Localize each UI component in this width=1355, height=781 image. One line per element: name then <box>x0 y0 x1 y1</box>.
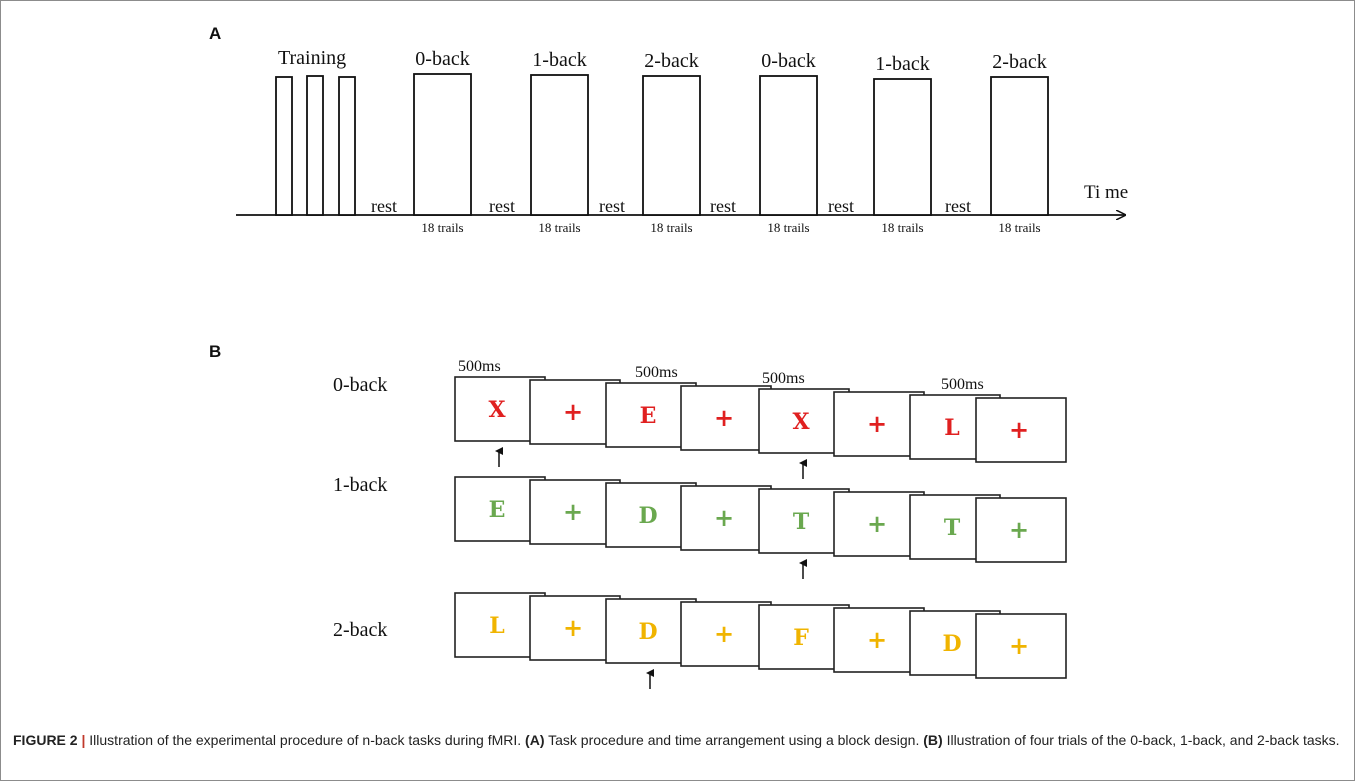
stimulus-glyph: + <box>867 625 887 654</box>
rest-label: rest <box>489 196 515 216</box>
timeline-panel: Ti me Training 0-back 18 trails rest 1-back… <box>236 47 1128 235</box>
trials-count-label: 18 trails <box>421 220 463 235</box>
task-block <box>642 75 701 216</box>
trials-count-label: 18 trails <box>650 220 692 235</box>
stimulus-card <box>975 397 1067 463</box>
rest-label: rest <box>710 196 736 216</box>
stimulus-card <box>975 497 1067 563</box>
figure-number: FIGURE 2 <box>13 732 78 748</box>
time-label: Ti me <box>1084 182 1128 203</box>
task-block <box>759 75 818 216</box>
task-block <box>530 74 589 216</box>
trials-count-label: 18 trails <box>881 220 923 235</box>
stimulus-card <box>529 479 621 545</box>
task-block-label: 1-back <box>875 53 929 75</box>
trial-row: 2-back L + D + F + D + <box>333 592 1067 689</box>
stimulus-glyph: X <box>792 409 810 435</box>
stimulus-glyph: + <box>1009 415 1029 444</box>
duration-label: 500ms <box>458 358 501 375</box>
training-label: Training <box>278 47 346 69</box>
trials-count-label: 18 trails <box>538 220 580 235</box>
stimulus-glyph: L <box>489 613 504 639</box>
stimulus-glyph: + <box>563 497 583 526</box>
duration-label: 500ms <box>762 370 805 387</box>
task-block-label: 2-back <box>992 51 1046 73</box>
stimulus-glyph: + <box>714 503 734 532</box>
stimulus-glyph: X <box>488 397 506 423</box>
trials-count-label: 18 trails <box>998 220 1040 235</box>
stimulus-card <box>529 379 621 445</box>
trial-row: 0-back X + E + X + L + <box>333 374 1067 479</box>
stimulus-glyph: E <box>640 403 657 429</box>
stimulus-glyph: + <box>714 403 734 432</box>
task-block <box>413 73 472 216</box>
task-block-label: 2-back <box>644 50 698 72</box>
stimulus-card <box>680 485 772 551</box>
trial-row: 1-back E + D + T + T + <box>333 474 1067 579</box>
task-block <box>990 76 1049 216</box>
training-block <box>275 76 293 216</box>
task-block-label: 0-back <box>761 50 815 72</box>
stimulus-glyph: + <box>867 509 887 538</box>
stimulus-glyph: T <box>793 509 810 535</box>
duration-label: 500ms <box>635 364 678 381</box>
task-block <box>873 78 932 216</box>
stimulus-glyph: D <box>638 619 657 645</box>
stimulus-glyph: D <box>942 631 961 657</box>
rest-label: rest <box>828 196 854 216</box>
training-blocks: Training <box>275 47 356 216</box>
stimulus-card <box>529 595 621 661</box>
n-back-diagram: Ti me Training 0-back 18 trails rest 1-back… <box>236 47 1128 689</box>
task-blocks: 0-back 18 trails rest 1-back 18 trails rest 2-… <box>371 48 1049 235</box>
stimulus-glyph: + <box>563 397 583 426</box>
trial-row-label: 2-back <box>333 619 387 641</box>
stimulus-glyph: E <box>489 497 506 523</box>
duration-label: 500ms <box>941 376 984 393</box>
stimulus-card <box>833 607 925 673</box>
stimulus-glyph: + <box>714 619 734 648</box>
trial-sequences: 0-back X + E + X + L +1-back E + D + T + T +2-back L + D + F +… <box>333 358 1067 689</box>
caption-tag-b: (B) <box>923 732 943 748</box>
training-block <box>306 75 324 216</box>
rest-label: rest <box>599 196 625 216</box>
stimulus-glyph: T <box>944 515 961 541</box>
stimulus-card <box>975 613 1067 679</box>
panel-b-label: B <box>209 342 222 361</box>
stimulus-glyph: F <box>793 625 809 651</box>
stimulus-glyph: L <box>944 415 959 441</box>
stimulus-glyph: + <box>1009 631 1029 660</box>
trial-row-label: 1-back <box>333 474 387 496</box>
rest-label: rest <box>371 196 397 216</box>
training-block <box>338 76 356 216</box>
figure-caption: FIGURE 2 | Illustration of the experimen… <box>13 729 1343 751</box>
caption-intro: Illustration of the experimental procedu… <box>89 732 522 748</box>
stimulus-glyph: + <box>563 613 583 642</box>
stimulus-glyph: + <box>867 409 887 438</box>
rest-label: rest <box>945 196 971 216</box>
task-block-label: 1-back <box>532 49 586 71</box>
stimulus-glyph: + <box>1009 515 1029 544</box>
caption-tag-a: (A) <box>525 732 545 748</box>
trials-count-label: 18 trails <box>767 220 809 235</box>
stimulus-card <box>833 491 925 557</box>
caption-text-b: Illustration of four trials of the 0-bac… <box>946 732 1340 748</box>
task-block-label: 0-back <box>415 48 469 70</box>
caption-text-a: Task procedure and time arrangement usin… <box>548 732 920 748</box>
caption-separator: | <box>81 732 86 748</box>
trial-row-label: 0-back <box>333 374 387 396</box>
panel-a-label: A <box>209 24 222 43</box>
stimulus-glyph: D <box>638 503 657 529</box>
